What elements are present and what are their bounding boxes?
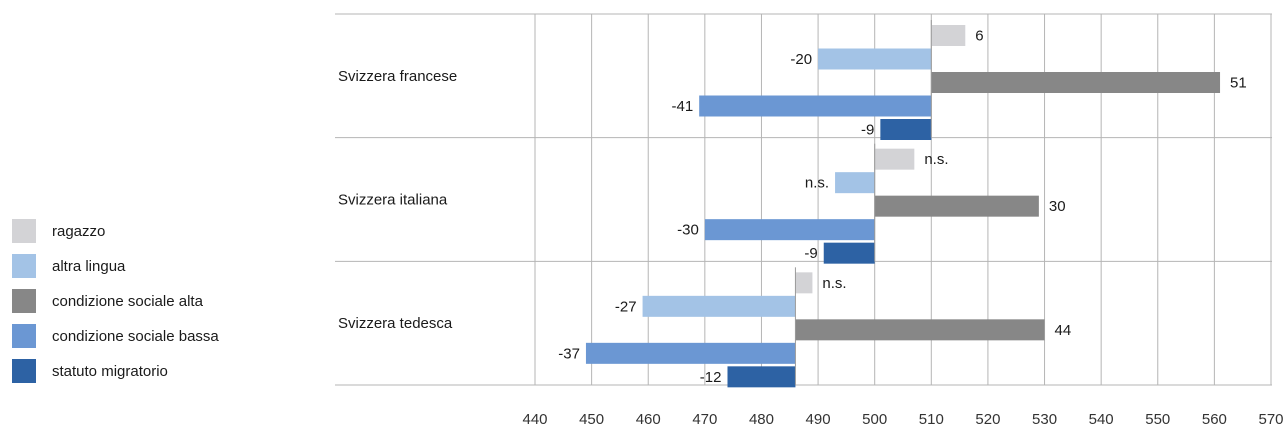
bar-alta	[795, 319, 1045, 341]
bar-value-label: -41	[671, 98, 693, 115]
legend-swatch-condizione-alta	[12, 289, 36, 313]
x-tick-label: 470	[692, 411, 717, 428]
bar-value-label: -12	[700, 369, 722, 386]
legend-swatch-condizione-bassa	[12, 324, 36, 348]
bar-value-label: -9	[861, 122, 874, 139]
bar-ragazzo	[931, 25, 966, 46]
bar-migr	[880, 119, 932, 140]
legend-label-condizione-bassa: condizione sociale bassa	[52, 327, 219, 345]
bar-value-label: 30	[1049, 198, 1066, 215]
x-tick-label: 450	[579, 411, 604, 428]
x-tick-label: 540	[1089, 411, 1114, 428]
bar-bassa	[585, 342, 796, 364]
legend-label-ragazzo: ragazzo	[52, 222, 106, 240]
bar-ragazzo	[874, 148, 915, 170]
legend-item-ragazzo: ragazzo	[12, 219, 219, 243]
bar-value-label: -9	[804, 245, 817, 262]
bar-altra_lingua	[835, 172, 875, 194]
x-tick-label: 500	[862, 411, 887, 428]
x-tick-label: 520	[975, 411, 1000, 428]
bar-ragazzo	[795, 272, 813, 294]
legend-item-condizione-bassa: condizione sociale bassa	[12, 324, 219, 348]
bar-altra_lingua	[818, 48, 932, 70]
legend-label-altra-lingua: altra lingua	[52, 257, 126, 275]
legend: ragazzo altra lingua condizione sociale …	[12, 219, 219, 394]
bar-altra_lingua	[642, 295, 796, 317]
legend-label-condizione-alta: condizione sociale alta	[52, 292, 203, 310]
bar-bassa	[704, 219, 875, 241]
bar-value-label: -27	[615, 298, 637, 315]
bar-migr	[823, 242, 875, 264]
bar-bassa	[699, 95, 932, 117]
x-tick-label: 480	[749, 411, 774, 428]
x-tick-label: 460	[636, 411, 661, 428]
bar-value-label: n.s.	[924, 151, 948, 168]
legend-item-altra-lingua: altra lingua	[12, 254, 219, 278]
x-tick-label: 530	[1032, 411, 1057, 428]
group-label: Svizzera italiana	[338, 192, 448, 209]
legend-swatch-ragazzo	[12, 219, 36, 243]
bar-value-label: -37	[558, 345, 580, 362]
bar-alta	[874, 195, 1039, 217]
bar-value-label: -30	[677, 222, 699, 239]
bar-migr	[727, 366, 796, 388]
legend-item-statuto-migratorio: statuto migratorio	[12, 359, 219, 383]
bar-value-label: 6	[975, 28, 983, 45]
x-tick-label: 510	[919, 411, 944, 428]
bar-value-label: n.s.	[822, 275, 846, 292]
bar-value-label: 51	[1230, 75, 1247, 92]
legend-label-statuto-migratorio: statuto migratorio	[52, 362, 168, 380]
bar-value-label: -20	[790, 51, 812, 68]
legend-item-condizione-alta: condizione sociale alta	[12, 289, 219, 313]
x-tick-label: 490	[806, 411, 831, 428]
bar-value-label: 44	[1055, 322, 1072, 339]
x-tick-label: 550	[1145, 411, 1170, 428]
x-tick-label: 440	[522, 411, 547, 428]
bar-value-label: n.s.	[805, 175, 829, 192]
group-label: Svizzera tedesca	[338, 315, 453, 332]
legend-swatch-statuto-migratorio	[12, 359, 36, 383]
group-label: Svizzera francese	[338, 68, 457, 85]
bar-alta	[931, 72, 1221, 93]
x-tick-label: 570	[1258, 411, 1283, 428]
x-tick-label: 560	[1202, 411, 1227, 428]
legend-swatch-altra-lingua	[12, 254, 36, 278]
